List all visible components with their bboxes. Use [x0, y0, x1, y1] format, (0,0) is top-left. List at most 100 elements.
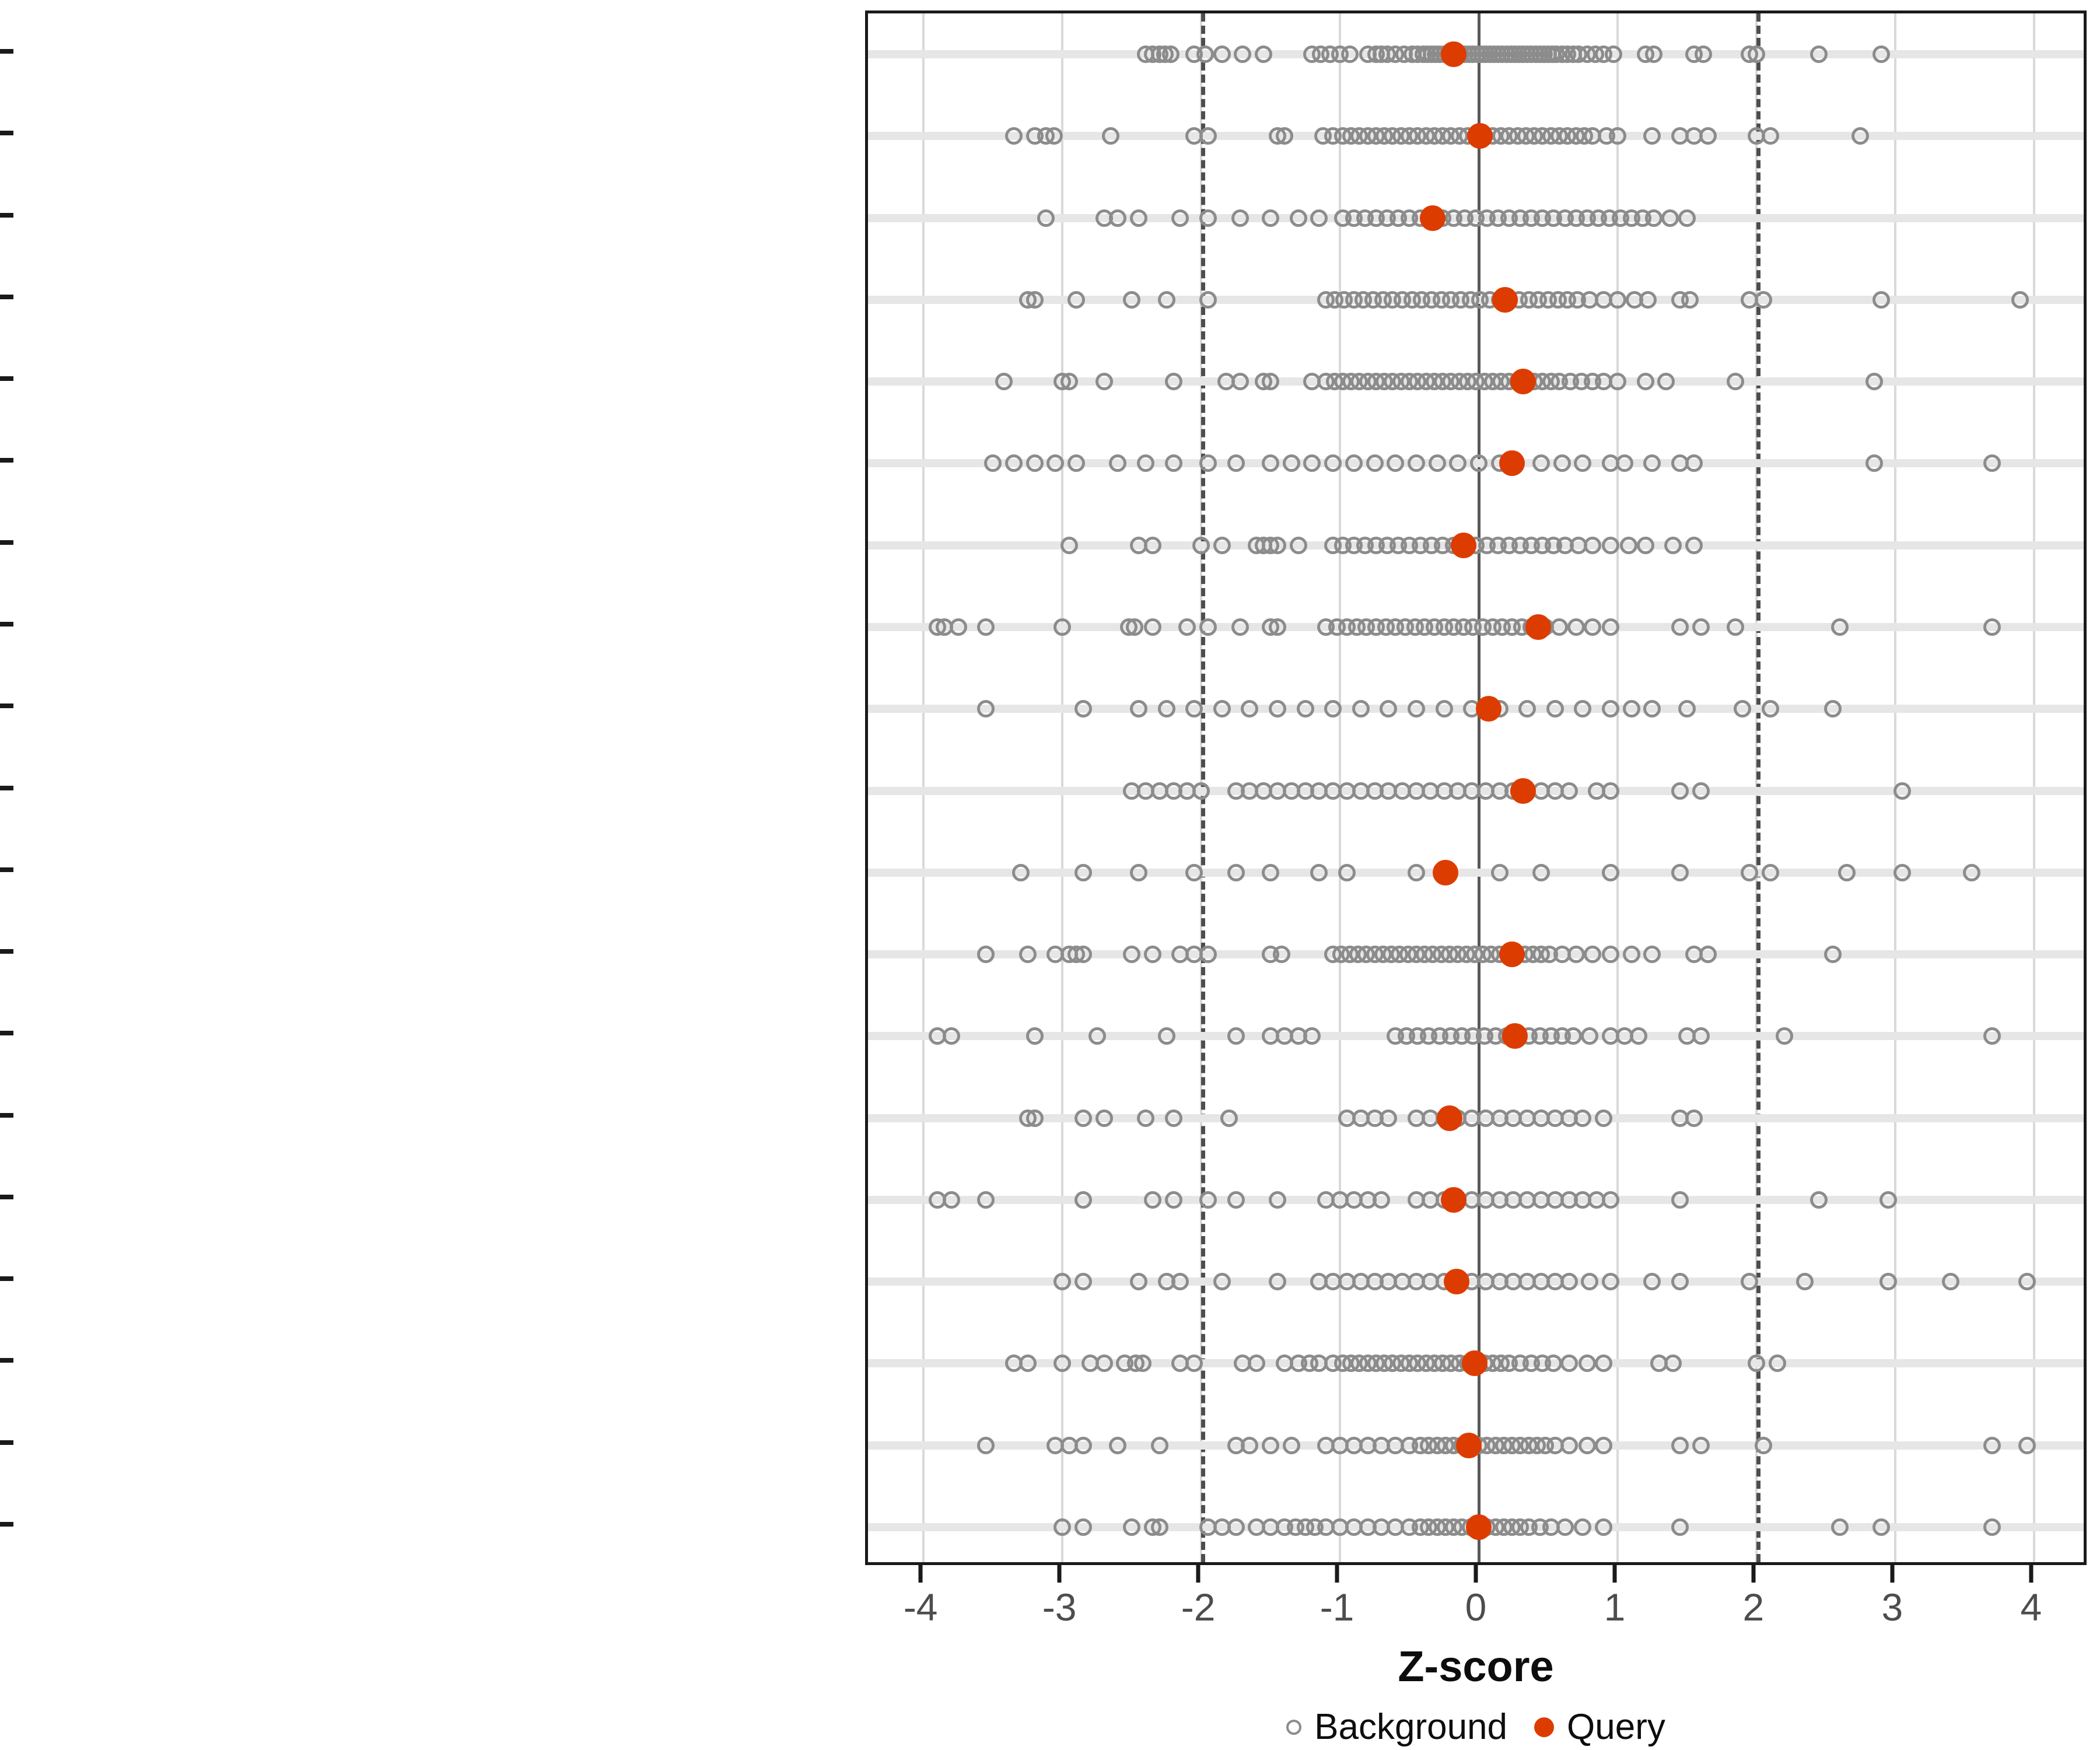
background-point	[1095, 1354, 1113, 1373]
background-point	[1608, 290, 1626, 309]
background-point	[1324, 454, 1342, 473]
background-point	[1199, 454, 1217, 473]
background-point	[1643, 1273, 1661, 1291]
background-point	[1681, 290, 1699, 309]
background-point	[1303, 1027, 1321, 1045]
background-point	[1248, 1354, 1266, 1373]
background-point	[1734, 700, 1752, 718]
background-point	[1213, 536, 1231, 554]
background-point	[1699, 127, 1717, 145]
y-axis-tick	[0, 785, 13, 790]
background-point	[1026, 1109, 1044, 1127]
x-axis-tick-label: 1	[1604, 1586, 1626, 1629]
y-axis-tick	[0, 1358, 13, 1363]
x-axis-tick	[1057, 1565, 1062, 1583]
background-point	[1983, 1436, 2001, 1454]
background-point	[1074, 1436, 1092, 1454]
y-axis-tick	[0, 1194, 13, 1199]
background-point	[1074, 700, 1092, 718]
background-point	[1019, 1354, 1037, 1373]
background-point	[1636, 536, 1654, 554]
background-point	[1352, 700, 1370, 718]
background-point	[1213, 1273, 1231, 1291]
query-point	[1450, 532, 1476, 558]
background-point	[1595, 1436, 1613, 1454]
background-point	[1602, 782, 1620, 800]
y-axis-tick	[0, 1440, 13, 1445]
background-point	[1639, 290, 1657, 309]
background-point	[1136, 454, 1154, 473]
background-point	[1255, 46, 1273, 64]
background-point	[1268, 700, 1286, 718]
background-point	[1560, 1436, 1578, 1454]
background-point	[1164, 373, 1182, 391]
background-point	[1387, 454, 1405, 473]
background-point	[1345, 454, 1363, 473]
background-point	[1157, 1027, 1175, 1045]
background-point	[1273, 946, 1291, 964]
background-point	[1046, 454, 1065, 473]
background-point	[1560, 1354, 1578, 1373]
legend-label-query: Query	[1567, 1707, 1665, 1747]
background-point	[1060, 373, 1079, 391]
background-point	[1602, 1273, 1620, 1291]
background-point	[1518, 700, 1536, 718]
background-point	[1185, 700, 1203, 718]
background-point	[942, 1191, 960, 1209]
background-point	[1824, 700, 1842, 718]
background-point	[977, 700, 995, 718]
background-point	[1602, 536, 1620, 554]
background-point	[1831, 1518, 1849, 1536]
background-point	[1692, 618, 1710, 636]
background-point	[1102, 127, 1120, 145]
x-axis-tick	[1890, 1565, 1895, 1583]
background-point	[1893, 782, 1911, 800]
x-axis-title: Z-score	[1398, 1642, 1554, 1690]
background-point	[1643, 700, 1661, 718]
background-point	[1109, 209, 1127, 227]
query-point	[1499, 942, 1525, 968]
background-point	[1199, 618, 1217, 636]
background-point	[1407, 454, 1425, 473]
background-point	[1699, 946, 1717, 964]
background-point	[1553, 454, 1571, 473]
x-axis-tick-label: 2	[1742, 1586, 1765, 1629]
background-point	[1134, 1354, 1152, 1373]
background-point	[1595, 1518, 1613, 1536]
background-point	[1303, 454, 1321, 473]
x-axis-tick-label: -4	[903, 1586, 938, 1629]
background-point	[1157, 290, 1175, 309]
background-point	[1143, 946, 1161, 964]
background-point	[1574, 454, 1592, 473]
background-point	[1644, 46, 1662, 64]
background-point	[1671, 782, 1689, 800]
background-point	[1685, 536, 1703, 554]
x-axis-tick	[2029, 1565, 2034, 1583]
background-point	[1054, 1354, 1072, 1373]
background-point	[977, 946, 995, 964]
background-point	[1227, 1027, 1245, 1045]
query-point	[1492, 286, 1518, 313]
background-point	[1567, 946, 1585, 964]
background-point	[1866, 373, 1884, 391]
background-point	[1578, 1436, 1596, 1454]
background-point	[1983, 1027, 2001, 1045]
background-point	[1657, 373, 1675, 391]
background-point	[1831, 618, 1849, 636]
background-point	[1268, 618, 1286, 636]
background-point	[1664, 1354, 1682, 1373]
background-point	[1741, 863, 1758, 881]
background-point	[977, 1436, 995, 1454]
background-point	[1067, 290, 1085, 309]
x-axis-tick	[1196, 1565, 1200, 1583]
background-point	[977, 1191, 995, 1209]
background-point	[1942, 1273, 1960, 1291]
background-point	[1619, 536, 1637, 554]
background-point	[1130, 700, 1147, 718]
background-point	[1602, 1191, 1620, 1209]
background-point	[1227, 1518, 1245, 1536]
background-point	[1262, 454, 1280, 473]
background-point	[1754, 290, 1772, 309]
background-point	[1661, 209, 1679, 227]
